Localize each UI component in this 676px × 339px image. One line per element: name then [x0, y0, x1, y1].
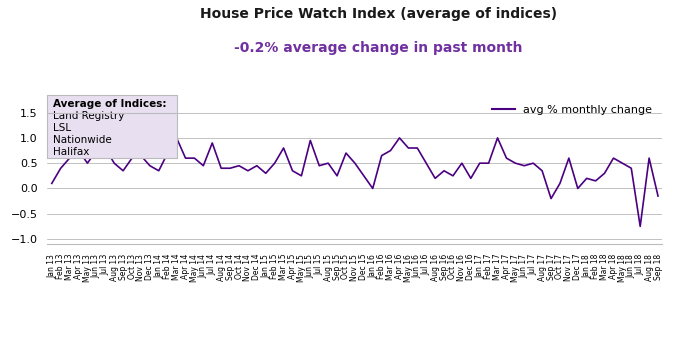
Text: House Price Watch Index (average of indices): House Price Watch Index (average of indi…	[200, 7, 557, 21]
Text: Nationwide: Nationwide	[53, 135, 112, 145]
Text: Halifax: Halifax	[53, 147, 90, 157]
Text: LSL: LSL	[53, 123, 72, 133]
Text: Land Registry: Land Registry	[53, 111, 125, 121]
Text: -0.2% average change in past month: -0.2% average change in past month	[235, 41, 523, 55]
Text: Average of Indices:: Average of Indices:	[53, 99, 167, 109]
Legend: avg % monthly change: avg % monthly change	[488, 100, 657, 119]
FancyBboxPatch shape	[47, 95, 176, 158]
